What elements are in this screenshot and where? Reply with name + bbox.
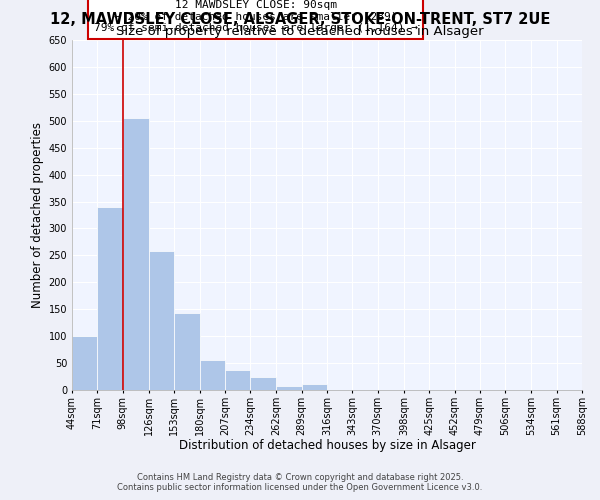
Bar	[302, 384, 327, 390]
Bar	[225, 370, 250, 390]
Bar	[199, 360, 225, 390]
Text: 12 MAWDSLEY CLOSE: 90sqm
← 20% of detached houses are smaller (289)
79% of semi-: 12 MAWDSLEY CLOSE: 90sqm ← 20% of detach…	[94, 0, 418, 33]
X-axis label: Distribution of detached houses by size in Alsager: Distribution of detached houses by size …	[179, 439, 475, 452]
Bar	[122, 118, 149, 390]
Text: Contains HM Land Registry data © Crown copyright and database right 2025.
Contai: Contains HM Land Registry data © Crown c…	[118, 473, 482, 492]
Bar	[277, 386, 302, 390]
Bar	[250, 376, 277, 390]
Text: 12, MAWDSLEY CLOSE, ALSAGER, STOKE-ON-TRENT, ST7 2UE: 12, MAWDSLEY CLOSE, ALSAGER, STOKE-ON-TR…	[50, 12, 550, 28]
Text: Size of property relative to detached houses in Alsager: Size of property relative to detached ho…	[116, 25, 484, 38]
Bar	[72, 336, 97, 390]
Y-axis label: Number of detached properties: Number of detached properties	[31, 122, 44, 308]
Bar	[149, 251, 174, 390]
Bar	[97, 207, 122, 390]
Bar	[174, 313, 199, 390]
